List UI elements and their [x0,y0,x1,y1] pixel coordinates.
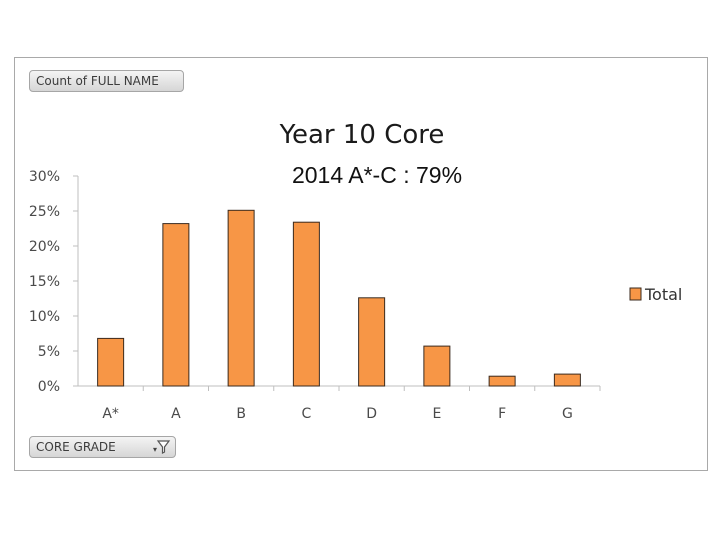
x-tick-label: B [236,406,246,422]
bar [292,221,320,387]
filter-icon [156,440,171,454]
legend: Total [629,285,682,304]
legend-swatch [629,287,642,301]
bar [553,373,581,387]
y-tick-label: 25% [29,204,60,220]
x-tick-label: F [498,406,506,422]
x-tick-label: D [366,406,377,422]
dropdown-arrow-icon: ▾ [153,445,158,454]
x-tick-label: A* [102,406,119,422]
row-field-label: CORE GRADE [36,440,116,454]
bars [97,209,581,387]
bar [488,375,516,387]
y-tick-label: 20% [29,239,60,255]
y-tick-label: 5% [38,344,60,360]
axes [77,176,600,387]
row-field-button[interactable]: CORE GRADE ▾ [29,436,176,458]
bar [227,209,255,387]
x-tick-label: C [301,406,311,422]
x-axis-ticks: A* A B C D E F G [102,386,601,422]
bar [358,297,386,387]
x-tick-label: A [171,406,181,422]
y-tick-label: 10% [29,309,60,325]
bar [97,337,125,387]
x-tick-label: E [432,406,441,422]
chart-subtitle: 2014 A*-C : 79% [292,162,462,188]
y-axis-ticks: 0% 5% 10% 15% 20% 25% 30% [29,169,78,395]
legend-label: Total [644,285,682,304]
y-tick-label: 0% [38,379,60,395]
bar [423,345,451,387]
bar [162,223,190,387]
row-field-filter[interactable]: ▾ [153,439,171,455]
value-field-button[interactable]: Count of FULL NAME [29,70,184,92]
y-tick-label: 15% [29,274,60,290]
chart-title: Year 10 Core [279,120,445,150]
y-tick-label: 30% [29,169,60,185]
chart-frame [14,57,708,471]
value-field-label: Count of FULL NAME [36,74,159,88]
x-tick-label: G [562,406,573,422]
